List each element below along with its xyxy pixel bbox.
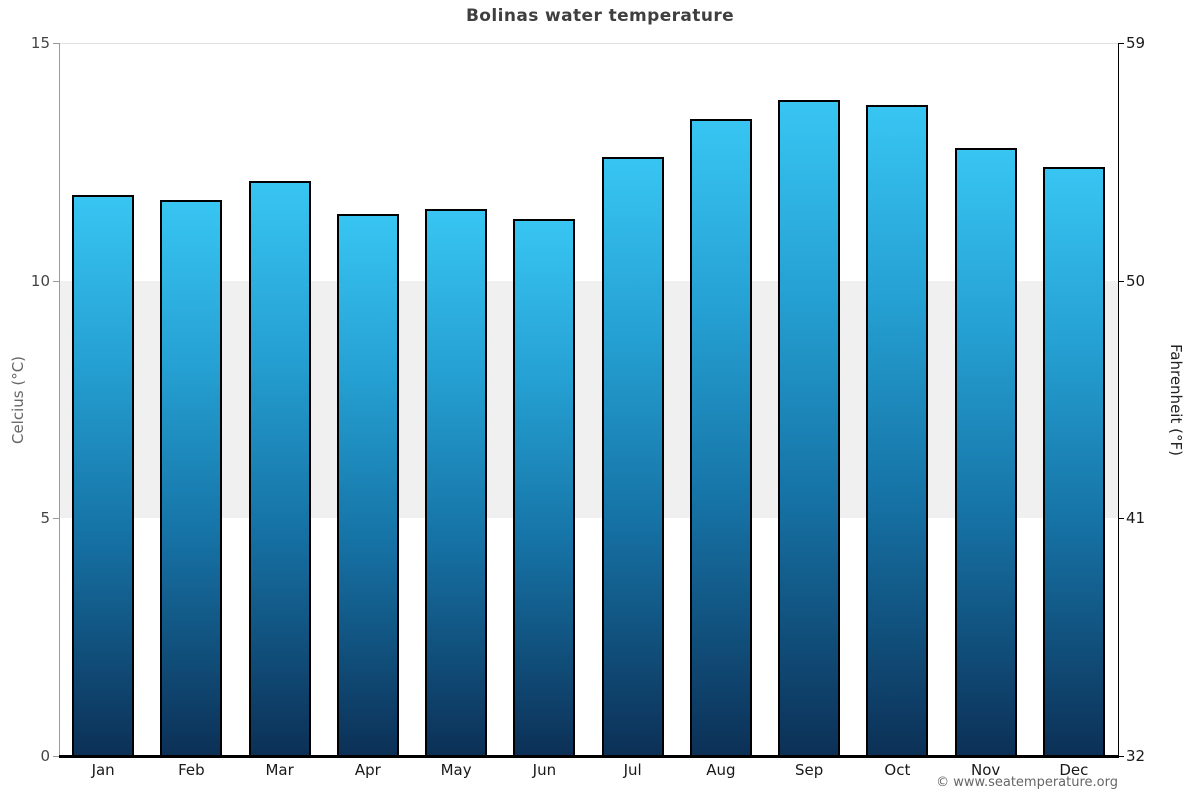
- month-label-jan: Jan: [91, 761, 115, 779]
- bar-slot-jun: [500, 43, 588, 756]
- bar-slot-may: [412, 43, 500, 756]
- chart-title: Bolinas water temperature: [465, 6, 735, 26]
- month-label-aug: Aug: [706, 761, 736, 779]
- y-tickmark-left-0: [53, 756, 59, 757]
- y-tickmark-right-50: [1118, 280, 1124, 282]
- bar-slot-oct: [853, 43, 941, 756]
- bar-may[interactable]: [425, 209, 487, 756]
- y-tick-label-right-41: 41: [1126, 509, 1146, 528]
- bar-slot-sep: [765, 43, 853, 756]
- y-tickmark-right-32: [1118, 756, 1124, 757]
- bar-oct[interactable]: [866, 104, 929, 756]
- y-tick-label-left-5: 5: [40, 509, 50, 528]
- copyright-link[interactable]: © www.seatemperature.org: [936, 775, 1118, 790]
- y-tick-label-right-59: 59: [1126, 34, 1146, 52]
- y-tick-label-right-50: 50: [1126, 271, 1146, 290]
- y-tick-label-left-0: 0: [40, 747, 50, 765]
- bar-sep[interactable]: [778, 100, 840, 756]
- x-axis-line: [59, 755, 1119, 758]
- bar-mar[interactable]: [248, 180, 311, 756]
- month-label-jul: Jul: [623, 761, 642, 779]
- y-tickmark-right-41: [1118, 518, 1124, 520]
- bars-container: [59, 43, 1118, 756]
- x-axis-labels: Jan Feb Mar Apr May Jun Jul Aug Sep Oct Nov Dec: [59, 761, 1118, 779]
- bar-slot-dec: [1030, 43, 1118, 756]
- bar-slot-mar: [236, 43, 324, 756]
- bar-slot-nov: [942, 43, 1030, 756]
- bar-dec[interactable]: [1042, 166, 1105, 756]
- y-tickmark-right-59: [1118, 43, 1124, 44]
- bar-slot-aug: [677, 43, 765, 756]
- month-label-oct: Oct: [884, 761, 911, 779]
- month-label-dec: Dec: [1059, 761, 1089, 779]
- month-label-sep: Sep: [794, 761, 824, 779]
- left-axis-line: [59, 43, 60, 756]
- right-axis-line: [1118, 43, 1119, 757]
- bar-apr[interactable]: [336, 214, 399, 756]
- y-axis-label-fahrenheit: Fahrenheit (°F): [1167, 344, 1185, 456]
- month-label-apr: Apr: [354, 761, 381, 779]
- bar-aug[interactable]: [689, 119, 752, 756]
- y-tick-label-left-15: 15: [30, 34, 50, 52]
- bar-slot-jan: [59, 43, 147, 756]
- bar-slot-feb: [147, 43, 235, 756]
- gridline-top: [59, 43, 1118, 44]
- y-tick-label-left-10: 10: [30, 271, 50, 290]
- zebra-band: [59, 280, 1118, 519]
- y-tickmark-left-10: [53, 280, 59, 282]
- month-label-jun: Jun: [532, 761, 557, 779]
- y-tick-label-right-32: 32: [1126, 747, 1146, 765]
- bar-jul[interactable]: [601, 157, 664, 756]
- month-label-nov: Nov: [970, 761, 1001, 779]
- y-tickmark-left-5: [53, 518, 59, 520]
- month-label-feb: Feb: [178, 761, 205, 779]
- bar-slot-jul: [589, 43, 677, 756]
- bar-feb[interactable]: [160, 199, 223, 756]
- y-tickmark-left-15: [53, 43, 59, 44]
- bar-nov[interactable]: [954, 147, 1017, 756]
- bar-slot-apr: [324, 43, 412, 756]
- bar-jan[interactable]: [72, 195, 134, 756]
- month-label-may: May: [440, 761, 472, 779]
- bar-jun[interactable]: [513, 218, 576, 756]
- month-label-mar: Mar: [265, 761, 294, 779]
- plot-area: [59, 43, 1118, 756]
- y-axis-label-celsius: Celcius (°C): [9, 355, 27, 445]
